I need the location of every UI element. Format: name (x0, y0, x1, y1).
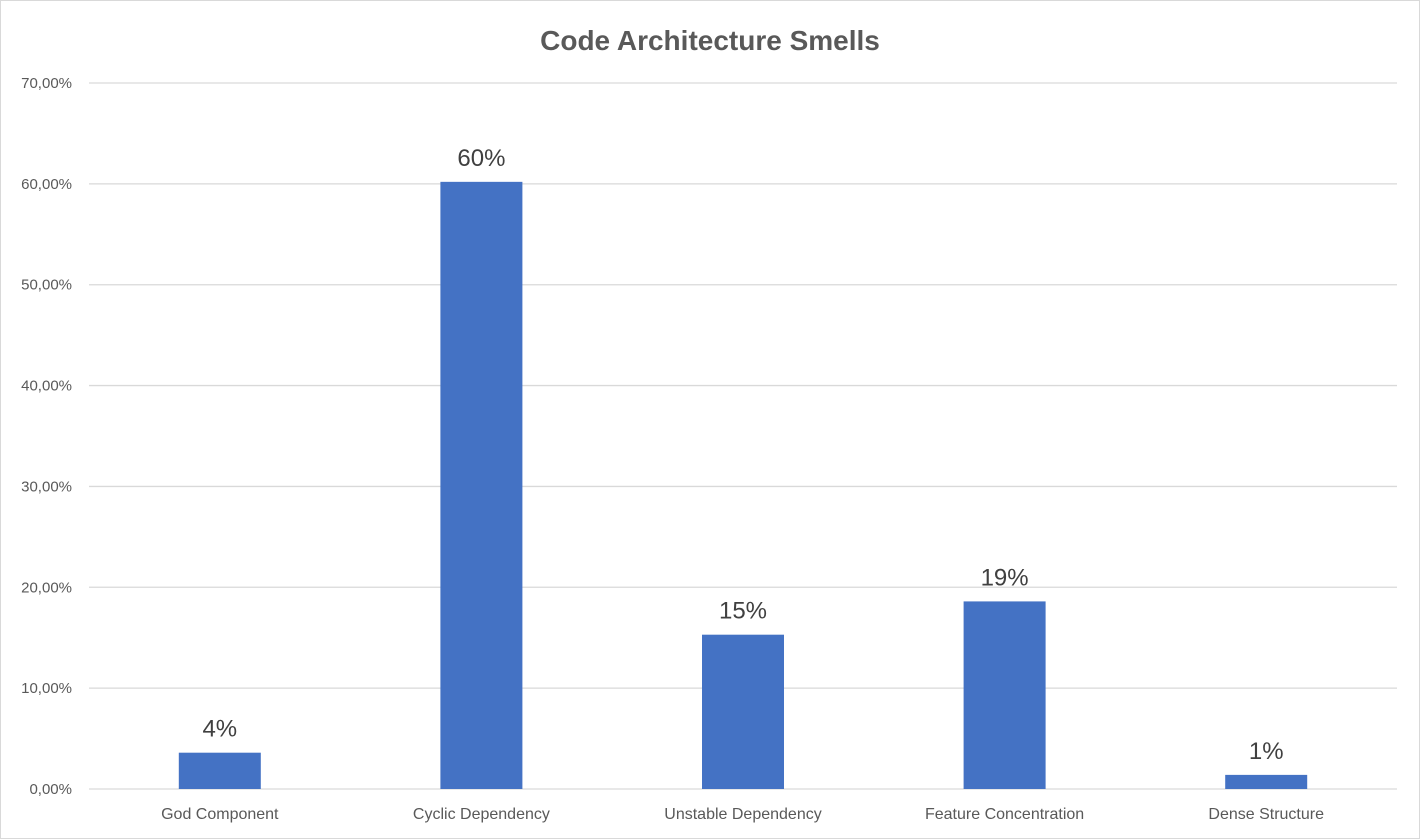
y-tick-label: 20,00% (21, 579, 72, 596)
x-tick-label: God Component (161, 806, 279, 823)
bars (178, 181, 1308, 790)
bar (440, 181, 523, 790)
y-tick-label: 60,00% (21, 176, 72, 193)
bar (178, 752, 261, 789)
x-tick-label: Cyclic Dependency (413, 806, 550, 823)
data-label: 60% (457, 145, 505, 172)
gridlines (89, 82, 1397, 790)
y-tick-label: 70,00% (21, 75, 72, 92)
y-tick-label: 40,00% (21, 378, 72, 395)
data-label: 15% (719, 598, 767, 625)
chart-title: Code Architecture Smells (540, 25, 880, 56)
data-label: 19% (981, 564, 1029, 591)
y-tick-label: 10,00% (21, 680, 72, 697)
y-tick-label: 30,00% (21, 478, 72, 495)
x-tick-label: Dense Structure (1208, 806, 1324, 823)
bar (963, 601, 1046, 789)
x-axis-tick-labels: God Component Cyclic Dependency Unstable D… (161, 806, 1324, 823)
data-labels: 4% 60% 15% 19% 1% (202, 145, 1283, 765)
data-label: 1% (1249, 738, 1284, 765)
data-label: 4% (202, 716, 237, 743)
bar (1225, 774, 1308, 789)
y-tick-label: 50,00% (21, 277, 72, 294)
y-tick-label: 0,00% (29, 781, 72, 798)
y-axis-tick-labels: 0,00% 10,00% 20,00% 30,00% 40,00% 50,00% 60,00… (21, 75, 72, 798)
bar (702, 634, 784, 789)
x-tick-label: Feature Concentration (925, 806, 1084, 823)
x-tick-label: Unstable Dependency (664, 806, 821, 823)
